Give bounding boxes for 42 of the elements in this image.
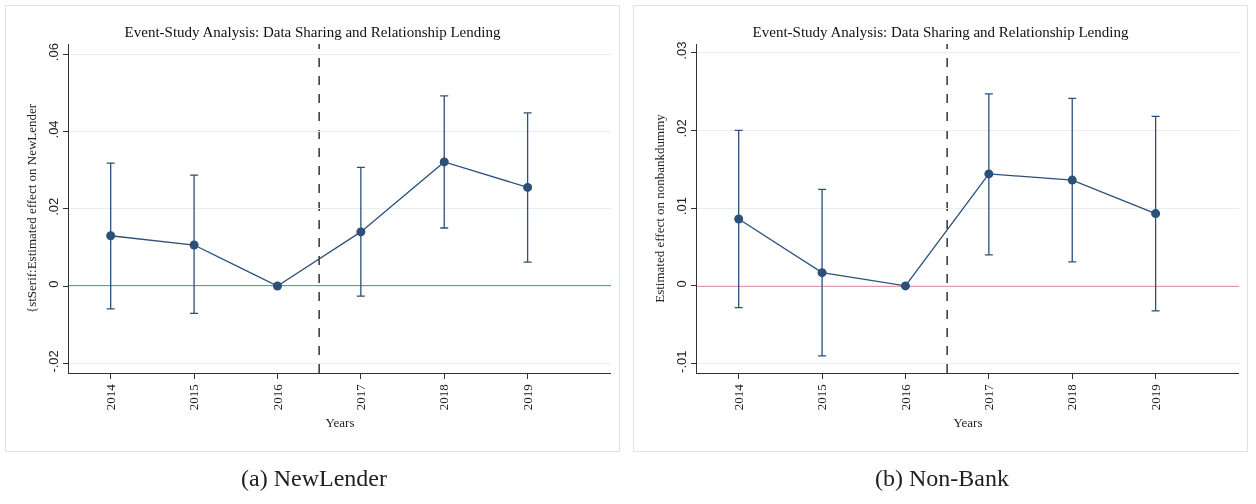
point xyxy=(1067,175,1077,185)
y-tick-label: 0 xyxy=(673,280,689,288)
point xyxy=(106,231,116,241)
y-tick-label: .03 xyxy=(673,41,689,60)
y-tick-label: .01 xyxy=(673,197,689,216)
x-tick-label: 2019 xyxy=(519,384,535,411)
x-tick-label: 2014 xyxy=(730,383,746,411)
x-tick-label: 2014 xyxy=(102,383,118,411)
point xyxy=(734,214,744,224)
point xyxy=(900,281,910,291)
x-tick-label: 2015 xyxy=(186,384,202,411)
point xyxy=(1151,209,1161,219)
chart-title: Event-Study Analysis: Data Sharing and Relationship Lending xyxy=(752,23,1129,40)
y-tick-label: .02 xyxy=(45,197,61,216)
y-axis-title: {stSerif:Estimated effect on NewLender xyxy=(23,103,39,314)
x-tick-label: 2016 xyxy=(897,383,913,411)
y-tick-label: -.01 xyxy=(673,350,689,373)
y-tick-label: .04 xyxy=(45,120,61,139)
y-tick-label: -.02 xyxy=(45,350,61,373)
point xyxy=(272,281,282,291)
point xyxy=(984,169,994,179)
chart-title: Event-Study Analysis: Data Sharing and Relationship Lending xyxy=(124,23,501,40)
point xyxy=(439,157,449,167)
x-axis-title: Years xyxy=(953,414,983,430)
point xyxy=(523,182,533,192)
x-tick-label: 2019 xyxy=(1147,384,1163,411)
x-tick-label: 2017 xyxy=(981,383,997,411)
y-axis-title: Estimated effect on nonbankdummy xyxy=(651,113,667,303)
x-tick-label: 2017 xyxy=(353,383,369,411)
text: (b) Non-Bank xyxy=(874,465,1010,492)
x-axis-title: Years xyxy=(325,414,355,430)
point xyxy=(356,227,366,237)
text: (a) NewLender xyxy=(240,465,388,492)
y-tick-label: .02 xyxy=(673,119,689,138)
point xyxy=(817,268,827,278)
point xyxy=(189,240,199,250)
x-tick-label: 2018 xyxy=(436,384,452,411)
x-tick-label: 2015 xyxy=(814,384,830,411)
y-tick-label: 0 xyxy=(45,280,61,288)
x-tick-label: 2016 xyxy=(269,383,285,411)
y-tick-label: .06 xyxy=(45,43,61,62)
x-tick-label: 2018 xyxy=(1064,384,1080,411)
